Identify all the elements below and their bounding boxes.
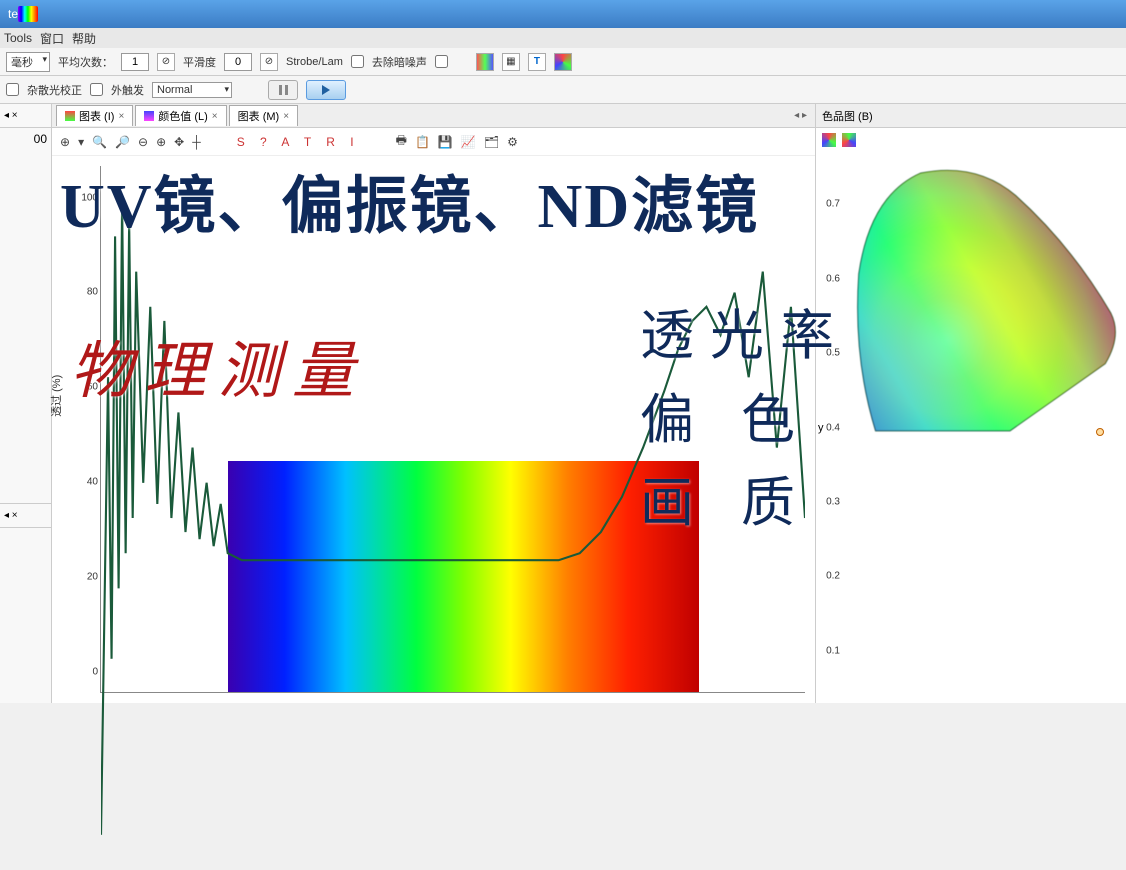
plot-area[interactable] [100,166,805,693]
spectrum-logo-icon [18,6,38,22]
cie-y-axis: y 0.7 0.6 0.5 0.4 0.3 0.2 0.1 [816,162,842,693]
close-icon[interactable]: × [283,111,289,122]
zoom-region-icon[interactable]: ⊕ [156,135,166,149]
cie-tool2-icon[interactable] [842,133,856,147]
smooth-input[interactable] [224,53,252,71]
menu-help[interactable]: 帮助 [72,30,96,47]
avg-step-up-icon[interactable]: ⊘ [157,53,175,71]
y-tick: 20 [87,572,98,583]
tab-label: 图表 (I) [79,108,114,124]
left-sidebar: ◂ × 00 ◂ × [0,104,52,703]
main-area: 图表 (I) × 颜色值 (L) × 图表 (M) × ◂ ▸ ⊕ ▾ 🔍 [52,104,1126,703]
title-text: te [8,7,18,21]
cie-ytick: 0.3 [826,496,840,507]
denoise-label: 去除暗噪声 [372,54,427,70]
color-tool-icon[interactable] [476,53,494,71]
tab-chart-i[interactable]: 图表 (I) × [56,105,133,126]
pause-button[interactable] [268,80,298,100]
chevron-down-icon[interactable]: ▾ [78,135,84,149]
chromaticity-point [1096,428,1104,436]
left-panel-header-1: ◂ × [0,104,51,128]
tab-label: 颜色值 (L) [158,108,208,124]
left-value-display: 00 [0,128,51,150]
close-icon[interactable]: × [212,111,218,122]
y-axis-label: 透过 (%) [48,374,64,416]
y-tick: 0 [92,666,98,677]
right-toolbar [816,128,1126,152]
zoom-in-icon[interactable]: 🔍 [92,135,107,149]
time-unit-dropdown[interactable]: 毫秒 [6,52,50,72]
avg-count-input[interactable] [121,53,149,71]
chart-panel: 图表 (I) × 颜色值 (L) × 图表 (M) × ◂ ▸ ⊕ ▾ 🔍 [52,104,816,703]
smooth-step-icon[interactable]: ⊘ [260,53,278,71]
chromaticity-tab-label[interactable]: 色品图 (B) [822,108,873,124]
avg-label: 平均次数： [58,54,113,70]
cie-ytick: 0.1 [826,645,840,656]
window-titlebar: te [0,0,1126,28]
cie-ytick: 0.5 [826,348,840,359]
y-tick: 80 [87,287,98,298]
close-icon[interactable]: × [118,111,124,122]
peak-icon[interactable]: 📈 [461,135,476,149]
cie-y-label: y [818,422,824,434]
y-tick: 40 [87,477,98,488]
zoom-out-icon[interactable]: 🔎 [115,135,130,149]
denoise-checkbox[interactable] [435,55,448,68]
print-icon[interactable]: 🖶 [396,131,407,152]
tab-icon [144,111,154,121]
copy-icon[interactable]: 📋 [415,135,430,149]
smooth-label: 平滑度 [183,54,216,70]
play-color-icon[interactable] [554,53,572,71]
menu-tools[interactable]: Tools [4,31,32,45]
strobe-checkbox[interactable] [351,55,364,68]
left-panel-header-2: ◂ × [0,504,51,528]
cie-tool-icon[interactable] [822,133,836,147]
mode-dropdown[interactable]: Normal [152,82,232,98]
menu-window[interactable]: 窗口 [40,30,64,47]
cie-ytick: 0.2 [826,571,840,582]
tab-icon [65,111,75,121]
chart-toolbar: ⊕ ▾ 🔍 🔎 ⊖ ⊕ ✥ ┼ S ? A T R I 🖶 📋 💾 📈 🗂 ⚙ [52,128,815,156]
transmittance-trace [101,166,805,870]
pan-icon[interactable]: ✥ [174,135,184,149]
chart-tab-bar: 图表 (I) × 颜色值 (L) × 图表 (M) × ◂ ▸ [52,104,815,128]
zoom-reset-icon[interactable]: ⊖ [138,135,148,149]
toolbar-control: 杂散光校正 外触发 Normal [0,76,1126,104]
y-tick: 60 [87,382,98,393]
text-tool-icon[interactable]: T [528,53,546,71]
settings-icon[interactable]: ⚙ [507,135,518,149]
cie-ytick: 0.6 [826,273,840,284]
right-tab-bar: 色品图 (B) [816,104,1126,128]
y-axis: 透过 (%) 100 80 60 40 20 0 [52,166,100,693]
y-tick: 100 [81,192,98,203]
cie-diagram[interactable] [842,162,1122,442]
cie-ytick: 0.7 [826,199,840,210]
marker-icon[interactable]: ┼ [192,135,201,149]
grid-tool-icon[interactable]: ▦ [502,53,520,71]
ext-trigger-label: 外触发 [111,82,144,98]
cie-chart: y 0.7 0.6 0.5 0.4 0.3 0.2 0.1 [816,152,1126,703]
workspace: ◂ × 00 ◂ × 图表 (I) × 颜色值 (L) × 图表 (M) [0,104,1126,703]
zoom-fit-icon[interactable]: ⊕ [60,135,70,149]
mode-letters[interactable]: S ? A T R I [237,135,360,149]
stray-light-label: 杂散光校正 [27,82,82,98]
play-button[interactable] [306,80,346,100]
save-icon[interactable]: 💾 [438,135,453,149]
menu-bar: Tools 窗口 帮助 [0,28,1126,48]
layers-icon[interactable]: 🗂 [484,135,499,149]
transmittance-chart: 透过 (%) 100 80 60 40 20 0 [52,156,815,703]
tab-chart-m[interactable]: 图表 (M) × [229,105,298,126]
tab-colorvalue-l[interactable]: 颜色值 (L) × [135,105,226,126]
tab-overflow-icon[interactable]: ◂ ▸ [790,110,811,121]
ext-trigger-checkbox[interactable] [90,83,103,96]
toolbar-acquisition: 毫秒 平均次数： ⊘ 平滑度 ⊘ Strobe/Lam 去除暗噪声 ▦ T [0,48,1126,76]
chromaticity-panel: 色品图 (B) y 0.7 0.6 0.5 0.4 0.3 0.2 0.1 [816,104,1126,703]
cie-ytick: 0.4 [826,422,840,433]
stray-light-checkbox[interactable] [6,83,19,96]
strobe-label: Strobe/Lam [286,56,343,68]
tab-label: 图表 (M) [238,108,280,124]
